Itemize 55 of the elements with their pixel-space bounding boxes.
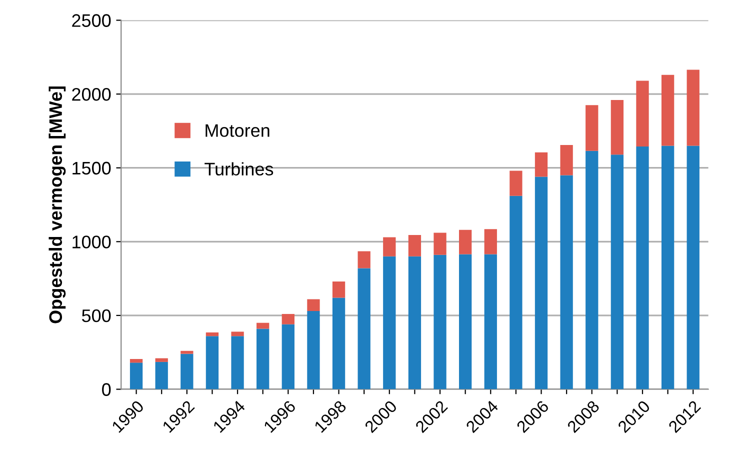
bar bbox=[332, 282, 346, 298]
y-tick-label: 0 bbox=[102, 383, 111, 396]
bar bbox=[256, 322, 270, 329]
bar bbox=[560, 175, 573, 390]
bar bbox=[282, 314, 294, 324]
bar bbox=[408, 256, 422, 390]
y-tick-label: 2000 bbox=[72, 88, 111, 101]
bar bbox=[661, 146, 674, 390]
bar bbox=[534, 176, 548, 390]
bar bbox=[636, 146, 649, 390]
bar bbox=[484, 229, 497, 254]
bar bbox=[282, 324, 294, 390]
bar bbox=[560, 144, 573, 176]
legend-label: Turbines bbox=[204, 162, 274, 176]
y-tick-label: 500 bbox=[82, 309, 111, 322]
bar bbox=[383, 256, 396, 390]
bar bbox=[155, 358, 168, 362]
bar bbox=[256, 328, 270, 390]
bar bbox=[383, 237, 396, 256]
bar bbox=[206, 332, 219, 336]
y-axis-title: Opgesteld vermogen [MWe] bbox=[48, 86, 66, 324]
bar bbox=[307, 299, 320, 312]
bar bbox=[510, 196, 522, 390]
y-tick-label: 2500 bbox=[72, 14, 111, 27]
bar bbox=[130, 358, 143, 363]
bar bbox=[206, 336, 219, 390]
bar bbox=[307, 311, 320, 390]
bar bbox=[180, 354, 194, 390]
bar bbox=[358, 251, 370, 268]
bar bbox=[459, 230, 472, 254]
bar bbox=[636, 80, 649, 146]
bar bbox=[434, 254, 446, 390]
bar bbox=[610, 154, 624, 390]
bar bbox=[534, 152, 548, 177]
bar bbox=[686, 146, 700, 390]
y-tick-label: 1500 bbox=[72, 162, 111, 175]
bar bbox=[231, 332, 244, 336]
bar bbox=[130, 362, 143, 390]
bar bbox=[661, 74, 674, 146]
bar bbox=[434, 232, 446, 255]
legend-label: Motoren bbox=[206, 124, 270, 137]
bar bbox=[459, 254, 472, 390]
bar bbox=[586, 150, 598, 390]
bar bbox=[358, 268, 370, 390]
bar bbox=[510, 170, 522, 196]
bar bbox=[484, 254, 497, 390]
y-tick-label: 1000 bbox=[72, 236, 111, 248]
bar bbox=[586, 105, 598, 151]
bar bbox=[180, 350, 194, 354]
bar bbox=[610, 100, 624, 155]
bar bbox=[686, 70, 700, 146]
bar bbox=[155, 362, 168, 390]
bar bbox=[231, 336, 244, 390]
bar bbox=[332, 298, 346, 390]
bar bbox=[408, 235, 422, 256]
